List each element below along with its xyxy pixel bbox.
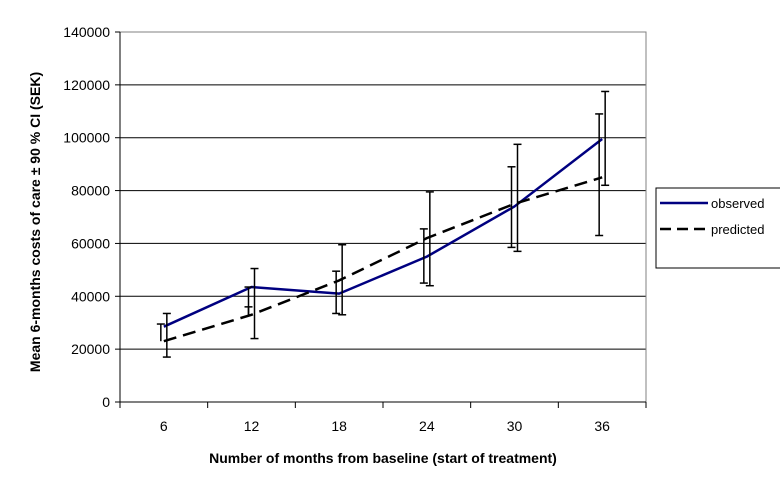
series-line-observed <box>163 138 603 328</box>
y-tick-label: 40000 <box>71 288 110 304</box>
x-tick-label: 12 <box>244 418 260 434</box>
y-tick-label: 20000 <box>71 341 110 357</box>
legend-label-observed: observed <box>711 196 764 211</box>
y-tick-label: 80000 <box>71 183 110 199</box>
y-axis-title: Mean 6-months costs of care ± 90 % CI (S… <box>27 72 43 372</box>
y-tick-label: 120000 <box>63 77 110 93</box>
y-tick-label: 100000 <box>63 130 110 146</box>
x-tick-label: 18 <box>331 418 347 434</box>
legend: observed predicted <box>655 187 780 269</box>
legend-label-predicted: predicted <box>711 222 764 237</box>
x-tick-label: 30 <box>507 418 523 434</box>
x-axis-title: Number of months from baseline (start of… <box>209 450 557 466</box>
x-tick-label: 36 <box>594 418 610 434</box>
y-tick-label: 60000 <box>71 235 110 251</box>
series <box>163 138 603 343</box>
axes: 0 20000 40000 60000 80000 100000 120000 140000 6… <box>63 24 647 434</box>
series-line-predicted <box>163 176 603 343</box>
y-tick-label: 0 <box>102 394 110 410</box>
x-tick-label: 6 <box>160 418 168 434</box>
legend-box <box>655 187 780 269</box>
y-tick-label: 140000 <box>63 24 110 40</box>
x-tick-label: 24 <box>419 418 435 434</box>
error-bars <box>156 90 610 358</box>
